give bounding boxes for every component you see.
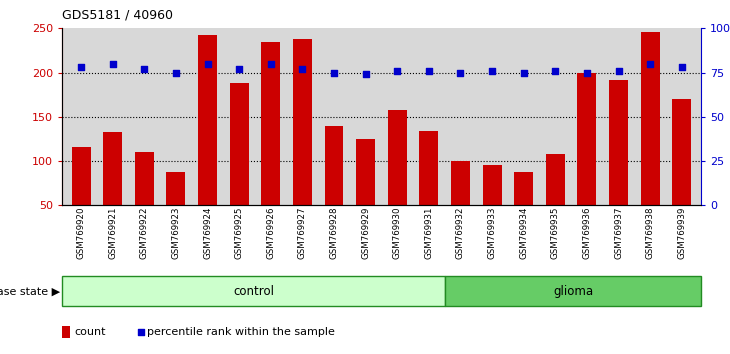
Point: [265, 61, 277, 67]
Bar: [609, 80, 628, 250]
Bar: [230, 83, 249, 250]
Bar: [546, 154, 565, 250]
Text: disease state ▶: disease state ▶: [0, 286, 60, 296]
Bar: [419, 131, 438, 250]
Bar: [261, 42, 280, 250]
Point: [328, 70, 340, 75]
Bar: [293, 39, 312, 250]
Point: [296, 66, 308, 72]
Point: [676, 64, 688, 70]
Point: [135, 329, 147, 335]
Point: [139, 66, 150, 72]
Bar: [388, 110, 407, 250]
Bar: [198, 35, 217, 250]
Point: [581, 70, 593, 75]
Bar: [166, 172, 185, 250]
Bar: [577, 73, 596, 250]
Point: [201, 61, 213, 67]
Bar: [356, 139, 375, 250]
Bar: [445, 276, 701, 306]
Point: [423, 68, 434, 74]
Text: control: control: [233, 285, 274, 298]
Bar: [62, 326, 70, 338]
Bar: [672, 99, 691, 250]
Bar: [62, 276, 445, 306]
Text: GDS5181 / 40960: GDS5181 / 40960: [62, 8, 173, 21]
Bar: [103, 132, 122, 250]
Point: [107, 61, 118, 67]
Point: [360, 72, 372, 77]
Point: [455, 70, 466, 75]
Bar: [514, 172, 533, 250]
Point: [518, 70, 529, 75]
Point: [170, 70, 182, 75]
Text: glioma: glioma: [553, 285, 593, 298]
Bar: [483, 166, 502, 250]
Point: [612, 68, 624, 74]
Point: [391, 68, 403, 74]
Text: percentile rank within the sample: percentile rank within the sample: [147, 327, 335, 337]
Bar: [641, 32, 660, 250]
Bar: [325, 126, 344, 250]
Bar: [72, 147, 91, 250]
Point: [645, 61, 656, 67]
Bar: [135, 152, 154, 250]
Text: count: count: [74, 327, 106, 337]
Point: [234, 66, 245, 72]
Point: [486, 68, 498, 74]
Bar: [451, 161, 470, 250]
Point: [550, 68, 561, 74]
Point: [75, 64, 87, 70]
